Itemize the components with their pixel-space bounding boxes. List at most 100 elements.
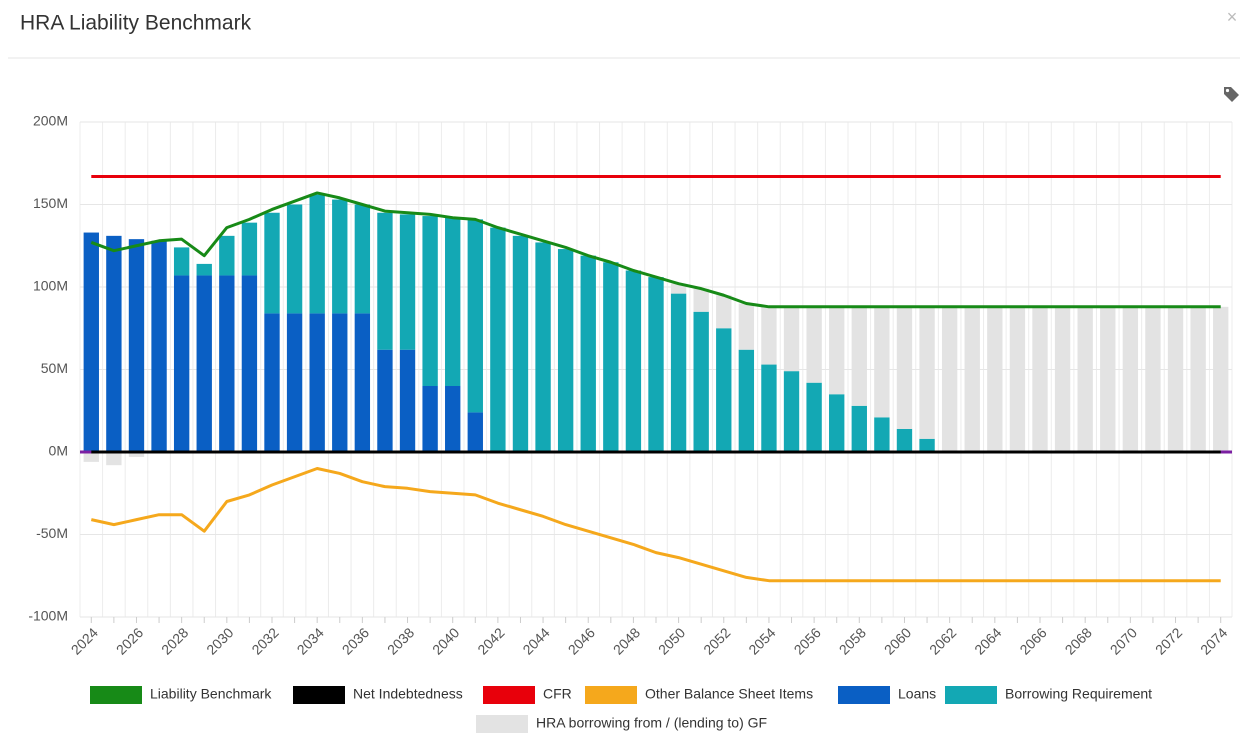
- x-tick-label: 2074: [1197, 624, 1230, 657]
- x-tick-label: 2046: [565, 624, 598, 657]
- legend-label: Liability Benchmark: [150, 686, 272, 702]
- bar: [1190, 306, 1206, 452]
- bar: [264, 313, 280, 452]
- bar: [332, 199, 348, 314]
- x-tick-label: 2038: [384, 624, 417, 657]
- bar: [783, 306, 800, 372]
- close-button[interactable]: ×: [1227, 7, 1238, 27]
- bar: [445, 217, 461, 386]
- bar: [173, 275, 190, 452]
- x-tick-label: 2028: [158, 624, 191, 657]
- x-tick-label: 2036: [339, 624, 372, 657]
- bar: [761, 364, 777, 452]
- x-tick-label: 2040: [429, 624, 462, 657]
- bar: [83, 232, 99, 452]
- legend-swatch: [483, 686, 535, 704]
- bar: [399, 214, 416, 350]
- legend-label: Net Indebtedness: [353, 686, 463, 702]
- bar: [377, 212, 393, 350]
- bar: [783, 371, 800, 452]
- x-tick-label: 2034: [294, 624, 327, 657]
- y-tick-label: -50M: [36, 525, 68, 541]
- legend-swatch: [838, 686, 890, 704]
- bar: [693, 288, 709, 312]
- y-tick-label: 200M: [33, 113, 68, 129]
- bar: [399, 349, 416, 452]
- bar: [354, 313, 371, 452]
- bar: [896, 428, 913, 452]
- bar: [445, 386, 461, 452]
- bar: [851, 405, 867, 452]
- bar: [241, 222, 258, 276]
- line-series: [90, 467, 1221, 583]
- x-tick-label: 2060: [881, 624, 914, 657]
- bar: [670, 283, 687, 294]
- bar: [354, 204, 371, 314]
- bar: [738, 303, 755, 350]
- legend-label: Loans: [898, 686, 936, 702]
- x-tick-label: 2054: [745, 624, 778, 657]
- bar: [761, 306, 777, 365]
- bar: [309, 313, 325, 452]
- legend-swatch: [476, 715, 528, 733]
- x-tick-label: 2044: [519, 624, 552, 657]
- bar: [128, 239, 145, 452]
- y-tick-label: 150M: [33, 195, 68, 211]
- legend-label: Other Balance Sheet Items: [645, 686, 813, 702]
- x-tick-label: 2030: [203, 624, 236, 657]
- x-tick-label: 2042: [474, 624, 507, 657]
- chart-title: HRA Liability Benchmark: [20, 12, 252, 35]
- legend-swatch: [90, 686, 142, 704]
- bar: [286, 204, 303, 314]
- x-tick-label: 2072: [1152, 624, 1185, 657]
- bar: [738, 349, 755, 452]
- bar: [264, 212, 280, 314]
- bar: [490, 227, 506, 452]
- bar: [964, 306, 980, 452]
- bar: [1032, 306, 1048, 452]
- bar: [829, 394, 845, 452]
- bar: [625, 270, 642, 452]
- bar: [106, 452, 122, 466]
- bar: [512, 235, 529, 452]
- y-tick-label: 100M: [33, 278, 68, 294]
- bar: [580, 255, 596, 452]
- bar: [106, 235, 122, 452]
- legend-label: HRA borrowing from / (lending to) GF: [536, 715, 767, 731]
- x-tick-label: 2052: [700, 624, 733, 657]
- x-tick-label: 2068: [1062, 624, 1095, 657]
- bar: [716, 328, 732, 452]
- x-tick-label: 2026: [113, 624, 146, 657]
- x-tick-label: 2056: [791, 624, 824, 657]
- bar: [219, 235, 235, 276]
- bar: [941, 306, 958, 452]
- bar: [874, 306, 890, 418]
- x-tick-label: 2050: [655, 624, 688, 657]
- bar: [1167, 306, 1184, 452]
- y-tick-label: -100M: [28, 608, 68, 624]
- bar: [670, 293, 687, 452]
- x-tick-label: 2058: [836, 624, 869, 657]
- legend-label: CFR: [543, 686, 572, 702]
- bar: [286, 313, 303, 452]
- line-series: [90, 191, 1221, 309]
- legend-label: Borrowing Requirement: [1005, 686, 1152, 702]
- bar: [128, 452, 145, 457]
- bar: [829, 306, 845, 395]
- bar: [693, 311, 709, 452]
- y-tick-label: 0M: [49, 443, 68, 459]
- bar: [1213, 306, 1229, 452]
- legend-swatch: [293, 686, 345, 704]
- bar: [896, 306, 913, 429]
- x-tick-label: 2070: [1107, 624, 1140, 657]
- bar: [557, 249, 574, 452]
- bar: [467, 412, 483, 452]
- x-tick-label: 2032: [248, 624, 281, 657]
- bar: [874, 417, 890, 452]
- tag-icon[interactable]: [1224, 87, 1239, 102]
- legend-swatch: [945, 686, 997, 704]
- bar: [377, 349, 393, 452]
- bar: [648, 277, 664, 452]
